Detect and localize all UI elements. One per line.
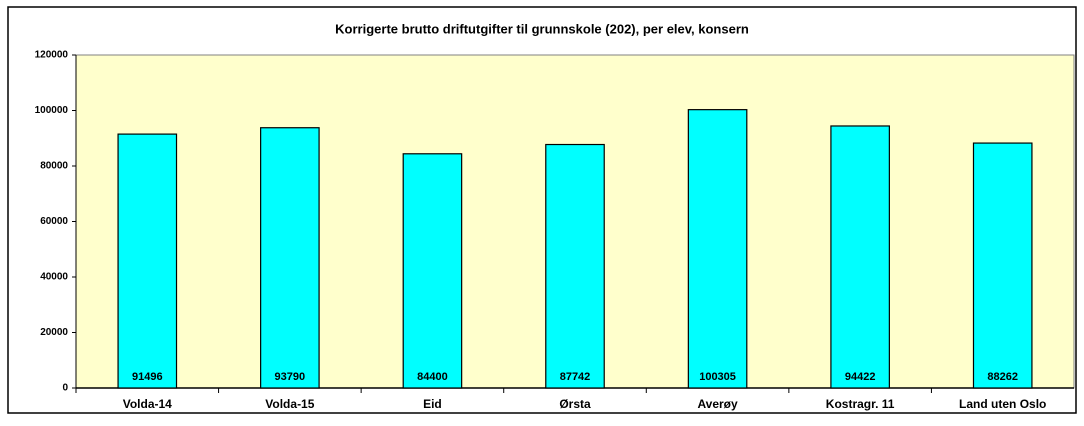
bar xyxy=(830,125,890,389)
value-label: 88262 xyxy=(987,371,1018,383)
bar xyxy=(402,153,463,389)
bar xyxy=(687,109,748,389)
x-tick-label: Land uten Oslo xyxy=(959,397,1046,411)
value-label: 94422 xyxy=(845,371,876,383)
y-tick-label: 60000 xyxy=(40,216,68,227)
y-tick-label: 20000 xyxy=(40,327,68,338)
y-tick-label: 120000 xyxy=(35,50,69,61)
y-tick-label: 0 xyxy=(62,383,68,394)
chart-title: Korrigerte brutto driftutgifter til grun… xyxy=(335,21,749,36)
bar xyxy=(972,142,1033,389)
x-tick-label: Averøy xyxy=(697,397,738,411)
value-label: 93790 xyxy=(275,371,306,383)
y-tick-label: 80000 xyxy=(40,161,68,172)
bar xyxy=(545,143,605,389)
y-tick-label: 40000 xyxy=(40,272,68,283)
value-label: 87742 xyxy=(560,371,591,383)
value-label: 91496 xyxy=(132,371,163,383)
y-tick-label: 100000 xyxy=(35,105,69,116)
x-tick-label: Ørsta xyxy=(559,397,591,411)
x-tick-label: Volda-15 xyxy=(265,397,314,411)
value-label: 100305 xyxy=(699,371,736,383)
bar xyxy=(260,127,320,389)
x-tick-label: Kostragr. 11 xyxy=(826,397,895,411)
x-tick-label: Volda-14 xyxy=(123,397,172,411)
bar xyxy=(117,133,178,389)
x-tick-label: Eid xyxy=(423,397,442,411)
value-label: 84400 xyxy=(417,371,448,383)
